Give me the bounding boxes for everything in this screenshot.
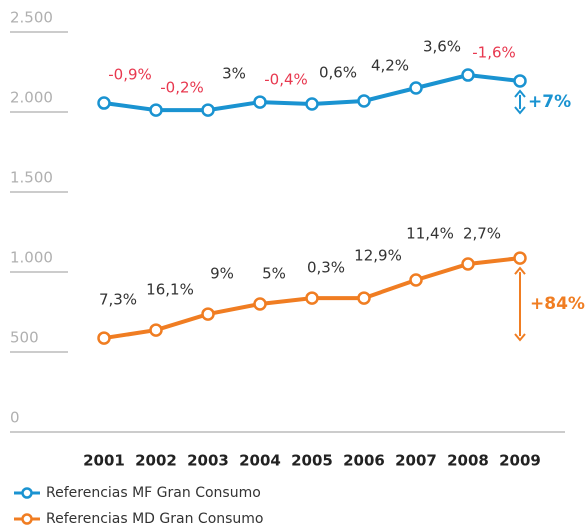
point bbox=[253, 95, 267, 109]
growth-label: 4,2% bbox=[371, 57, 409, 75]
growth-label: -0,2% bbox=[160, 79, 204, 97]
point bbox=[97, 96, 111, 110]
total-change: +7% bbox=[528, 92, 571, 112]
growth-label: 5% bbox=[262, 265, 286, 283]
growth-label: 11,4% bbox=[406, 225, 454, 243]
point bbox=[461, 68, 475, 82]
legend-label: Referencias MD Gran Consumo bbox=[46, 511, 264, 527]
y-tick-label: 1.500 bbox=[10, 169, 53, 187]
x-tick-label: 2009 bbox=[499, 452, 541, 470]
point bbox=[149, 323, 163, 337]
x-tick-label: 2005 bbox=[291, 452, 333, 470]
x-tick-label: 2007 bbox=[395, 452, 437, 470]
growth-label: 2,7% bbox=[463, 225, 501, 243]
growth-label: 3,6% bbox=[423, 38, 461, 56]
growth-label: 0,6% bbox=[319, 63, 357, 81]
legend-marker bbox=[21, 513, 33, 525]
total-change: +84% bbox=[530, 294, 585, 314]
x-tick-label: 2004 bbox=[239, 452, 281, 470]
point bbox=[253, 297, 267, 311]
growth-label: 9% bbox=[210, 265, 234, 283]
growth-label: 7,3% bbox=[99, 291, 137, 309]
point bbox=[201, 103, 215, 117]
point bbox=[409, 273, 423, 287]
point bbox=[513, 74, 527, 88]
arrow-head bbox=[514, 266, 526, 342]
point bbox=[357, 94, 371, 108]
arrow-head bbox=[514, 89, 526, 115]
growth-label: -0,9% bbox=[108, 66, 152, 84]
point bbox=[201, 307, 215, 321]
growth-label: 16,1% bbox=[146, 281, 194, 299]
point bbox=[461, 257, 475, 271]
x-tick-label: 2002 bbox=[135, 452, 177, 470]
growth-label: 3% bbox=[222, 65, 246, 83]
growth-label: -1,6% bbox=[472, 44, 516, 62]
x-tick-label: 2006 bbox=[343, 452, 385, 470]
point bbox=[357, 291, 371, 305]
y-tick-label: 0 bbox=[10, 409, 20, 427]
point bbox=[513, 251, 527, 265]
x-tick-label: 2008 bbox=[447, 452, 489, 470]
point bbox=[305, 97, 319, 111]
point bbox=[305, 291, 319, 305]
y-tick-label: 2.000 bbox=[10, 89, 53, 107]
point bbox=[409, 81, 423, 95]
legend-marker bbox=[21, 487, 33, 499]
growth-label: -0,4% bbox=[264, 71, 308, 89]
y-tick-label: 500 bbox=[10, 329, 39, 347]
growth-label: 0,3% bbox=[307, 259, 345, 277]
point bbox=[97, 331, 111, 345]
y-tick-label: 1.000 bbox=[10, 249, 53, 267]
x-tick-label: 2001 bbox=[83, 452, 125, 470]
x-tick-label: 2003 bbox=[187, 452, 229, 470]
legend-label: Referencias MF Gran Consumo bbox=[46, 485, 261, 501]
y-tick-label: 2.500 bbox=[10, 9, 53, 27]
growth-label: 12,9% bbox=[354, 247, 402, 265]
point bbox=[149, 103, 163, 117]
